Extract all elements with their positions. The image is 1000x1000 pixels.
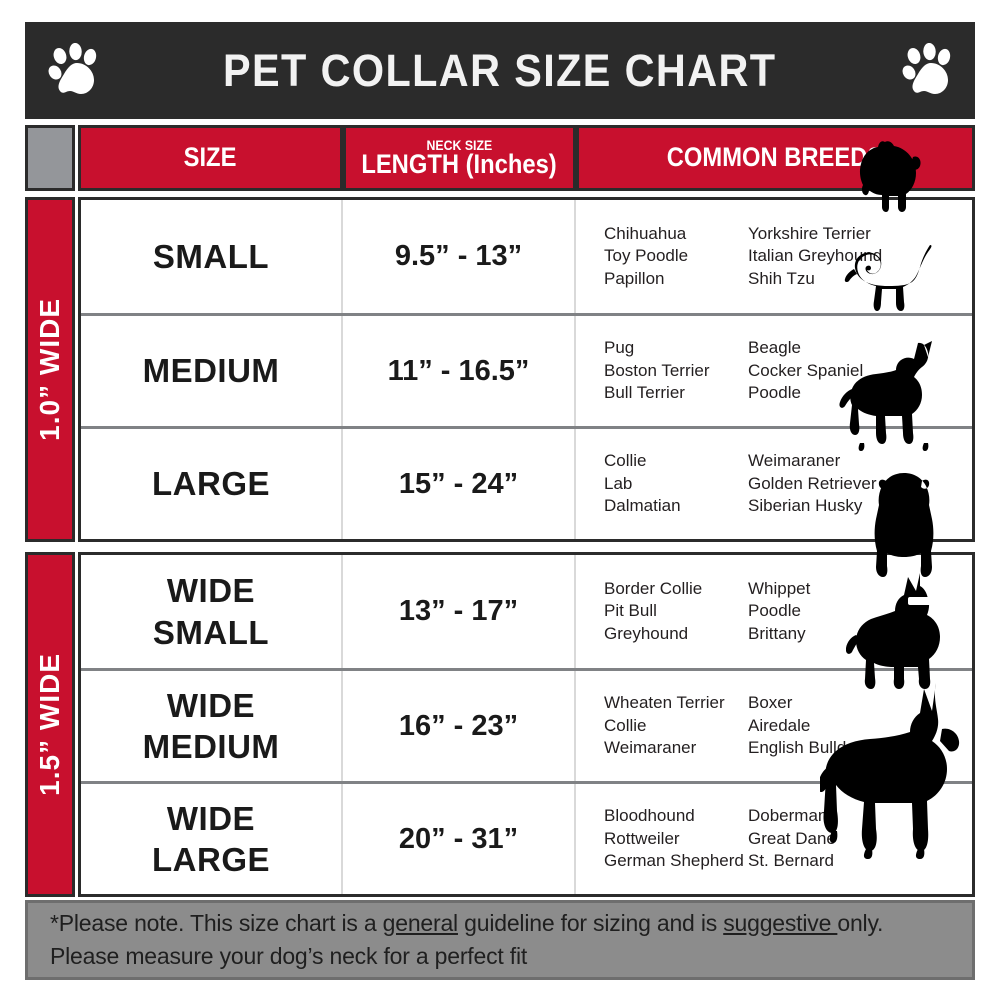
size-label-line1: SMALL [152,237,270,275]
size-label-line2: SMALL [152,613,270,651]
group-label-1-5-wide-text: 1.5” WIDE [34,653,65,796]
table-row: MEDIUM 11” - 16.5” Pug Boston Terrier Bull… [81,313,972,426]
column-header-size-label: SIZE [184,142,237,173]
size-label-line2: MEDIUM [142,728,280,765]
cell-common-breeds: Border Collie Pit Bull Greyhound Whippet Po… [576,555,972,668]
breed-list-column-2: Boxer Airedale English Bulldog [748,693,866,758]
table-row: SMALL 9.5” - 13” Chihuahua Toy Poodle Papi… [81,200,972,313]
column-header-size: SIZE [78,125,343,191]
cell-size: WIDE LARGE [81,784,343,894]
size-label-line2: LARGE [152,841,270,878]
column-header-breeds-label: COMMON BREEDS [667,142,884,173]
table-row: WIDE SMALL 13” - 17” Border Collie Pit Bu… [81,555,972,668]
size-group-1-5-wide: WIDE SMALL 13” - 17” Border Collie Pit Bu… [78,552,975,897]
size-label-line1: WIDE [166,686,256,724]
cell-neck-length: 16” - 23” [343,671,576,781]
table-header-row: SIZE NECK SIZE LENGTH (Inches) COMMON BR… [78,125,975,191]
cell-common-breeds: Collie Lab Dalmatian Weimaraner Golden Retr… [576,429,972,539]
footer-line1-part-a: *Please note. This size chart is a [50,909,383,936]
footer-note-text: *Please note. This size chart is a gener… [50,907,883,974]
chart-header-banner: PET COLLAR SIZE CHART [25,22,975,119]
table-row: WIDE MEDIUM 16” - 23” Wheaten Terrier Col… [81,668,972,781]
cell-common-breeds: Chihuahua Toy Poodle Papillon Yorkshire Te… [576,200,972,313]
breed-list-column-1: Collie Lab Dalmatian [604,451,681,516]
footer-underline-general: general [382,909,459,936]
table-row: LARGE 15” - 24” Collie Lab Dalmatian Weima… [81,426,972,539]
breed-list-column-2: Weimaraner Golden Retriever Siberian Husky [748,451,877,516]
breed-list-column-2: Doberman Great Dane St. Bernard [748,806,836,871]
cell-size: WIDE MEDIUM [81,671,343,781]
footer-line1-part-c: only. [837,909,884,936]
breed-list-column-1: Border Collie Pit Bull Greyhound [604,578,703,643]
pet-collar-size-chart: PET COLLAR SIZE CHART SIZE NECK SIZE LEN… [25,22,975,980]
cell-size: MEDIUM [81,316,343,426]
cell-common-breeds: Pug Boston Terrier Bull Terrier Beagle Cock… [576,316,972,426]
column-header-length-label: LENGTH (Inches) [361,148,558,179]
breed-list-column-1: Wheaten Terrier Collie Weimaraner [604,693,725,758]
breed-list-column-2: Yorkshire Terrier Italian Greyhound Shih T… [748,223,883,288]
breed-list-column-1: Bloodhound Rottweiler German Shepherd [604,806,744,871]
column-header-length: NECK SIZE LENGTH (Inches) [343,125,576,191]
breed-list-column-1: Chihuahua Toy Poodle Papillon [604,223,689,288]
cell-size: SMALL [81,200,343,313]
page-title: PET COLLAR SIZE CHART [223,44,777,96]
size-label-line1: LARGE [152,465,270,503]
group-label-1-5-wide: 1.5” WIDE [25,552,75,897]
size-label-line1: MEDIUM [142,352,280,390]
footer-line1-part-b: guideline for sizing and is [457,909,724,936]
cell-neck-length: 15” - 24” [343,429,576,539]
table-corner-cell [25,125,75,191]
breed-list-column-1: Pug Boston Terrier Bull Terrier [604,338,710,403]
cell-neck-length: 11” - 16.5” [343,316,576,426]
cell-neck-length: 13” - 17” [343,555,576,668]
footer-line2: Please measure your dog’s neck for a per… [50,943,528,969]
size-group-1-0-wide: SMALL 9.5” - 13” Chihuahua Toy Poodle Papi… [78,197,975,542]
footer-underline-suggestive: suggestive [723,909,838,936]
cell-neck-length: 9.5” - 13” [343,200,576,313]
breed-list-column-2: Beagle Cocker Spaniel Poodle [748,338,864,403]
cell-size: WIDE SMALL [81,555,343,668]
column-header-length-superlabel: NECK SIZE [426,136,493,153]
cell-neck-length: 20” - 31” [343,784,576,894]
breed-list-column-2: Whippet Poodle Brittany [748,578,811,643]
group-label-1-0-wide-text: 1.0” WIDE [34,298,65,441]
paw-print-icon [48,42,97,94]
paw-print-icon [902,42,951,94]
size-label-line1: WIDE [166,572,256,610]
group-label-1-0-wide: 1.0” WIDE [25,197,75,542]
cell-size: LARGE [81,429,343,539]
footer-note: *Please note. This size chart is a gener… [25,900,975,980]
size-label-line1: WIDE [166,799,256,837]
cell-common-breeds: Wheaten Terrier Collie Weimaraner Boxer Air… [576,671,972,781]
table-row: WIDE LARGE 20” - 31” Bloodhound Rottweile… [81,781,972,894]
column-header-breeds: COMMON BREEDS [576,125,975,191]
cell-common-breeds: Bloodhound Rottweiler German Shepherd Dobe… [576,784,972,894]
